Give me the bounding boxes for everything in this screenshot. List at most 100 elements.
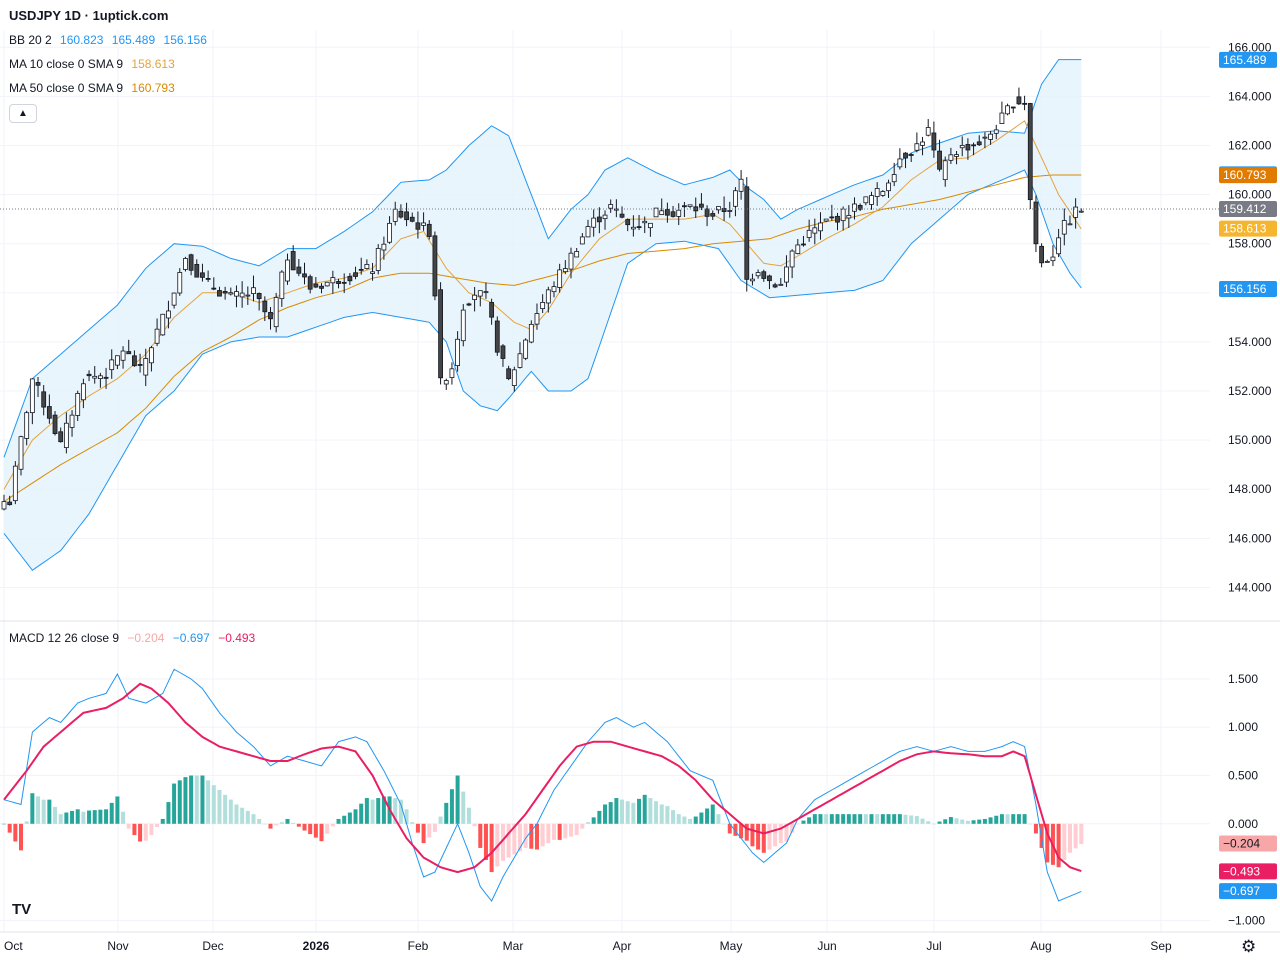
macd-hist-bar-up <box>880 814 885 824</box>
candle-up <box>120 350 126 361</box>
macd-hist-bar-up <box>342 815 347 824</box>
macd-hist-bar-up <box>614 798 619 824</box>
macd-hist-bar-up <box>631 802 636 824</box>
macd-hist-bar-up <box>87 810 92 824</box>
candle-down <box>761 271 767 279</box>
candle-up <box>92 375 98 379</box>
macd-hist-bar-down <box>325 823 330 834</box>
price-tag: 159.412 <box>1223 202 1267 216</box>
tradingview-logo: TV <box>12 901 32 918</box>
candle-down <box>268 312 273 320</box>
collapse-legend-button[interactable]: ▲ <box>9 104 37 123</box>
candle-up <box>733 190 738 207</box>
candle-up <box>1005 105 1010 115</box>
candle-down <box>664 209 670 216</box>
candle-up <box>69 414 75 428</box>
candle-up <box>324 281 330 287</box>
candle-up <box>80 383 86 401</box>
macd-hist-bar-down <box>13 823 18 842</box>
macd-hist-bar-up <box>943 819 948 824</box>
candle-up <box>591 217 597 228</box>
macd-hist-bar-up <box>608 802 613 824</box>
candle-down <box>58 431 64 443</box>
candle-up <box>177 272 183 294</box>
candle-down <box>302 273 307 278</box>
macd-hist-bar-down <box>512 823 517 855</box>
bb-legend-label: BB 20 2 <box>9 33 52 47</box>
macd-hist-bar-down <box>1045 823 1050 863</box>
candle-down <box>857 205 863 210</box>
macd-hist-bar-up <box>829 814 834 824</box>
macd-hist-bar-down <box>7 823 12 833</box>
gear-icon[interactable]: ⚙ <box>1241 937 1257 956</box>
candle-down <box>466 303 472 306</box>
price-axis-tick-label: 166.000 <box>1228 40 1272 54</box>
macd-hist-bar-up <box>659 804 664 824</box>
macd-hist-bar-up <box>937 821 942 824</box>
candle-down <box>290 251 296 271</box>
candle-down <box>937 150 942 170</box>
macd-axis-tick-label: 1.000 <box>1228 720 1258 734</box>
macd-hist-bar-up <box>999 814 1004 824</box>
macd-hist-bar-down <box>126 823 131 829</box>
macd-hist-bar-down <box>268 823 273 829</box>
candle-down <box>217 290 222 297</box>
macd-hist-bar-up <box>461 791 466 824</box>
candle-down <box>222 291 228 294</box>
candle-up <box>659 210 665 216</box>
candle-up <box>823 218 829 222</box>
candle-up <box>574 251 580 258</box>
price-tag: 156.156 <box>1223 282 1267 296</box>
macd-hist-bar-up <box>807 817 812 824</box>
macd-hist-bar-up <box>194 775 199 824</box>
time-axis-label: Jun <box>817 939 836 953</box>
price-axis-tick-label: 154.000 <box>1228 335 1272 349</box>
candle-down <box>636 226 642 229</box>
macd-hist-bar-up <box>404 809 409 824</box>
macd-hist-bar-up <box>852 814 857 824</box>
macd-hist-bar-down <box>308 823 313 835</box>
candle-down <box>205 278 211 280</box>
macd-hist-bar-down <box>1056 823 1061 868</box>
macd-hist-bar-up <box>863 814 868 824</box>
macd-hist-bar-up <box>812 814 817 824</box>
candle-up <box>149 347 154 364</box>
candle-up <box>375 248 381 271</box>
macd-hist-bar-up <box>1022 814 1027 824</box>
macd-hist-bar-up <box>30 793 35 824</box>
candle-down <box>500 345 506 359</box>
macd-hist-bar-up <box>699 812 704 824</box>
macd-hist-bar-up <box>1028 823 1033 825</box>
macd-hist-bar-up <box>801 820 806 824</box>
macd-hist-bar-down <box>155 823 160 828</box>
candle-up <box>251 287 256 294</box>
candle-down <box>835 215 840 223</box>
candle-up <box>647 222 653 229</box>
candle-up <box>421 222 426 226</box>
candle-up <box>285 259 290 282</box>
candle-up <box>63 422 69 449</box>
macd-hist-bar-up <box>58 814 63 824</box>
candle-up <box>449 368 455 378</box>
candle-down <box>46 406 52 419</box>
macd-hist-bar-down <box>563 823 568 839</box>
candle-up <box>863 196 869 204</box>
candle-down <box>704 208 710 217</box>
macd-hist-bar-down <box>557 823 562 840</box>
macd-hist-bar-up <box>824 814 829 824</box>
macd-hist-bar-down <box>546 823 551 844</box>
candle-down <box>188 254 194 271</box>
macd-value-tag: −0.204 <box>1223 836 1260 850</box>
candle-up <box>109 359 115 371</box>
candle-up <box>234 291 239 297</box>
macd-hist-bar-up <box>858 814 863 824</box>
macd-hist-bar-down <box>540 823 545 847</box>
candle-down <box>1033 201 1039 245</box>
candle-up <box>557 269 563 288</box>
ma10-value: 158.613 <box>131 57 175 71</box>
candle-up <box>392 208 398 222</box>
candle-down <box>256 292 262 299</box>
macd-legend-label: MACD 12 26 close 9 <box>9 631 120 645</box>
macd-hist-bar-up <box>897 814 902 824</box>
price-axis-tick-label: 152.000 <box>1228 384 1272 398</box>
